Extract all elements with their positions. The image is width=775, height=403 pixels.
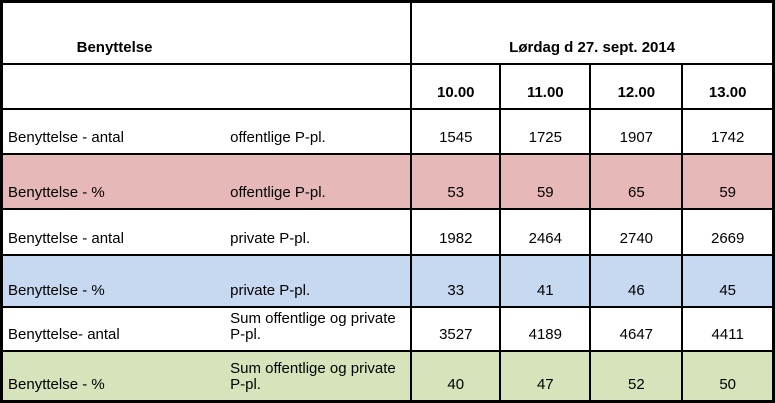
header-row-times: 10.00 11.00 12.00 13.00 — [0, 62, 775, 111]
time-column-header: 12.00 — [589, 62, 684, 111]
value-cell: 41 — [499, 254, 592, 309]
row-category: Sum offentlige og private P-pl. — [226, 306, 413, 352]
row-category: private P-pl. — [226, 207, 413, 257]
table-row: Benyttelse - antal private P-pl. 1982 24… — [0, 207, 775, 257]
time-column-header: 11.00 — [499, 62, 592, 111]
value-cell: 46 — [589, 254, 684, 309]
value-cell: 1742 — [681, 108, 775, 155]
time-column-header: 13.00 — [681, 62, 775, 111]
value-cell: 47 — [499, 349, 592, 403]
row-label: Benyttelse - % — [0, 152, 227, 210]
table-row: Benyttelse - % offentlige P-pl. 53 59 65… — [0, 152, 775, 210]
table-row: Benyttelse- antal Sum offentlige og priv… — [0, 306, 775, 352]
empty-cell — [226, 62, 413, 111]
row-label: Benyttelse - antal — [0, 108, 227, 155]
row-category: Sum offentlige og private P-pl. — [226, 349, 413, 403]
value-cell: 52 — [589, 349, 684, 403]
table-row: Benyttelse - % private P-pl. 33 41 46 45 — [0, 254, 775, 309]
value-cell: 1725 — [499, 108, 592, 155]
value-cell: 2464 — [499, 207, 592, 257]
value-cell: 4647 — [589, 306, 684, 352]
row-label: Benyttelse - % — [0, 254, 227, 309]
value-cell: 2669 — [681, 207, 775, 257]
value-cell: 4189 — [499, 306, 592, 352]
row-label: Benyttelse- antal — [0, 306, 227, 352]
row-category: offentlige P-pl. — [226, 108, 413, 155]
value-cell: 33 — [410, 254, 502, 309]
value-cell: 59 — [681, 152, 775, 210]
row-label: Benyttelse - antal — [0, 207, 227, 257]
row-label: Benyttelse - % — [0, 349, 227, 403]
row-category: offentlige P-pl. — [226, 152, 413, 210]
value-cell: 1982 — [410, 207, 502, 257]
value-cell: 45 — [681, 254, 775, 309]
table-row: Benyttelse - antal offentlige P-pl. 1545… — [0, 108, 775, 155]
value-cell: 1907 — [589, 108, 684, 155]
value-cell: 40 — [410, 349, 502, 403]
value-cell: 59 — [499, 152, 592, 210]
time-column-header: 10.00 — [410, 62, 502, 111]
value-cell: 3527 — [410, 306, 502, 352]
value-cell: 65 — [589, 152, 684, 210]
empty-cell — [226, 0, 413, 65]
value-cell: 1545 — [410, 108, 502, 155]
header-row-title: Benyttelse Lørdag d 27. sept. 2014 — [0, 0, 775, 65]
table-title: Benyttelse — [0, 0, 227, 65]
date-header: Lørdag d 27. sept. 2014 — [410, 0, 775, 65]
value-cell: 2740 — [589, 207, 684, 257]
table-row: Benyttelse - % Sum offentlige og private… — [0, 349, 775, 403]
value-cell: 50 — [681, 349, 775, 403]
empty-cell — [0, 62, 227, 111]
value-cell: 4411 — [681, 306, 775, 352]
row-category: private P-pl. — [226, 254, 413, 309]
value-cell: 53 — [410, 152, 502, 210]
